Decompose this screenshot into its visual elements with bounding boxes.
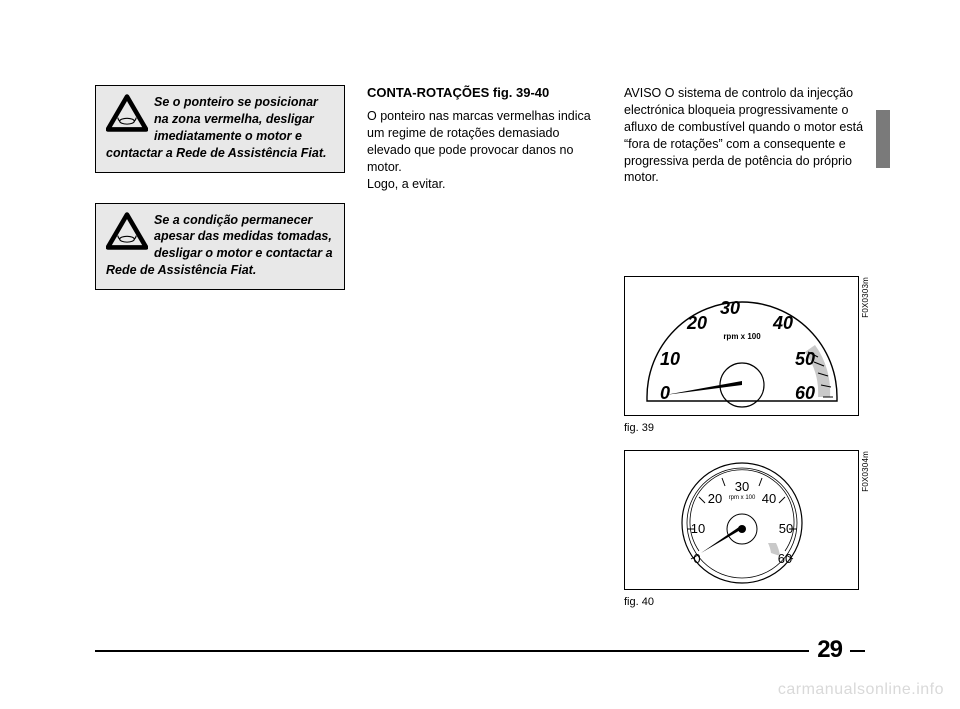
gauge39-rpm-label: rpm x 100	[723, 332, 761, 341]
warning-box-2: Se a condição permanecer apesar das medi…	[95, 203, 345, 291]
column-right: AVISO O sistema de controlo da injecção …	[624, 85, 879, 608]
gauge40-num-40: 40	[762, 491, 776, 506]
figure-39-code: F0X0303m	[861, 277, 870, 318]
figure-39-caption: fig. 39	[624, 422, 879, 434]
column-middle: CONTA-ROTAÇÕES fig. 39-40 O ponteiro nas…	[367, 85, 602, 608]
figure-40-code: F0X0304m	[861, 451, 870, 492]
gauge39-num-10: 10	[660, 349, 680, 369]
figure-40-caption: fig. 40	[624, 596, 879, 608]
figure-39-box: F0X0303m	[624, 276, 859, 416]
section-body: O ponteiro nas marcas vermelhas indica u…	[367, 108, 602, 192]
gauge40-num-20: 20	[708, 491, 722, 506]
content-columns: Se o ponteiro se posicionar na zona verm…	[95, 85, 865, 608]
gauge40-num-0: 0	[693, 551, 700, 566]
gauge40-num-30: 30	[735, 479, 749, 494]
gauge40-num-60: 60	[778, 551, 792, 566]
gauge39-num-0: 0	[660, 383, 670, 403]
gauge39-num-30: 30	[720, 298, 740, 318]
gauge40-num-10: 10	[691, 521, 705, 536]
warning-triangle-icon	[106, 212, 148, 250]
tachometer-39-svg: 0 10 20 30 40 50 60 rpm x 100	[625, 277, 860, 417]
gauge40-num-50: 50	[779, 521, 793, 536]
figure-40-box: F0X0304m	[624, 450, 859, 590]
footer-rule	[95, 650, 865, 652]
gauges-container: F0X0303m	[624, 276, 879, 608]
gauge39-num-40: 40	[772, 313, 793, 333]
warning-box-1: Se o ponteiro se posicionar na zona verm…	[95, 85, 345, 173]
warning-triangle-icon	[106, 94, 148, 132]
aviso-body: AVISO O sistema de controlo da injecção …	[624, 85, 879, 186]
gauge39-num-50: 50	[795, 349, 815, 369]
section-heading: CONTA-ROTAÇÕES fig. 39-40	[367, 85, 602, 100]
watermark: carmanualsonline.info	[778, 681, 944, 699]
page-number: 29	[809, 636, 850, 664]
column-left: Se o ponteiro se posicionar na zona verm…	[95, 85, 345, 608]
tachometer-40-svg: 0 10 20 30 40 50 60 rpm x 100	[625, 451, 860, 591]
page: Se o ponteiro se posicionar na zona verm…	[0, 0, 960, 709]
gauge39-num-60: 60	[795, 383, 815, 403]
gauge40-rpm-label: rpm x 100	[729, 495, 756, 501]
gauge39-num-20: 20	[686, 313, 707, 333]
